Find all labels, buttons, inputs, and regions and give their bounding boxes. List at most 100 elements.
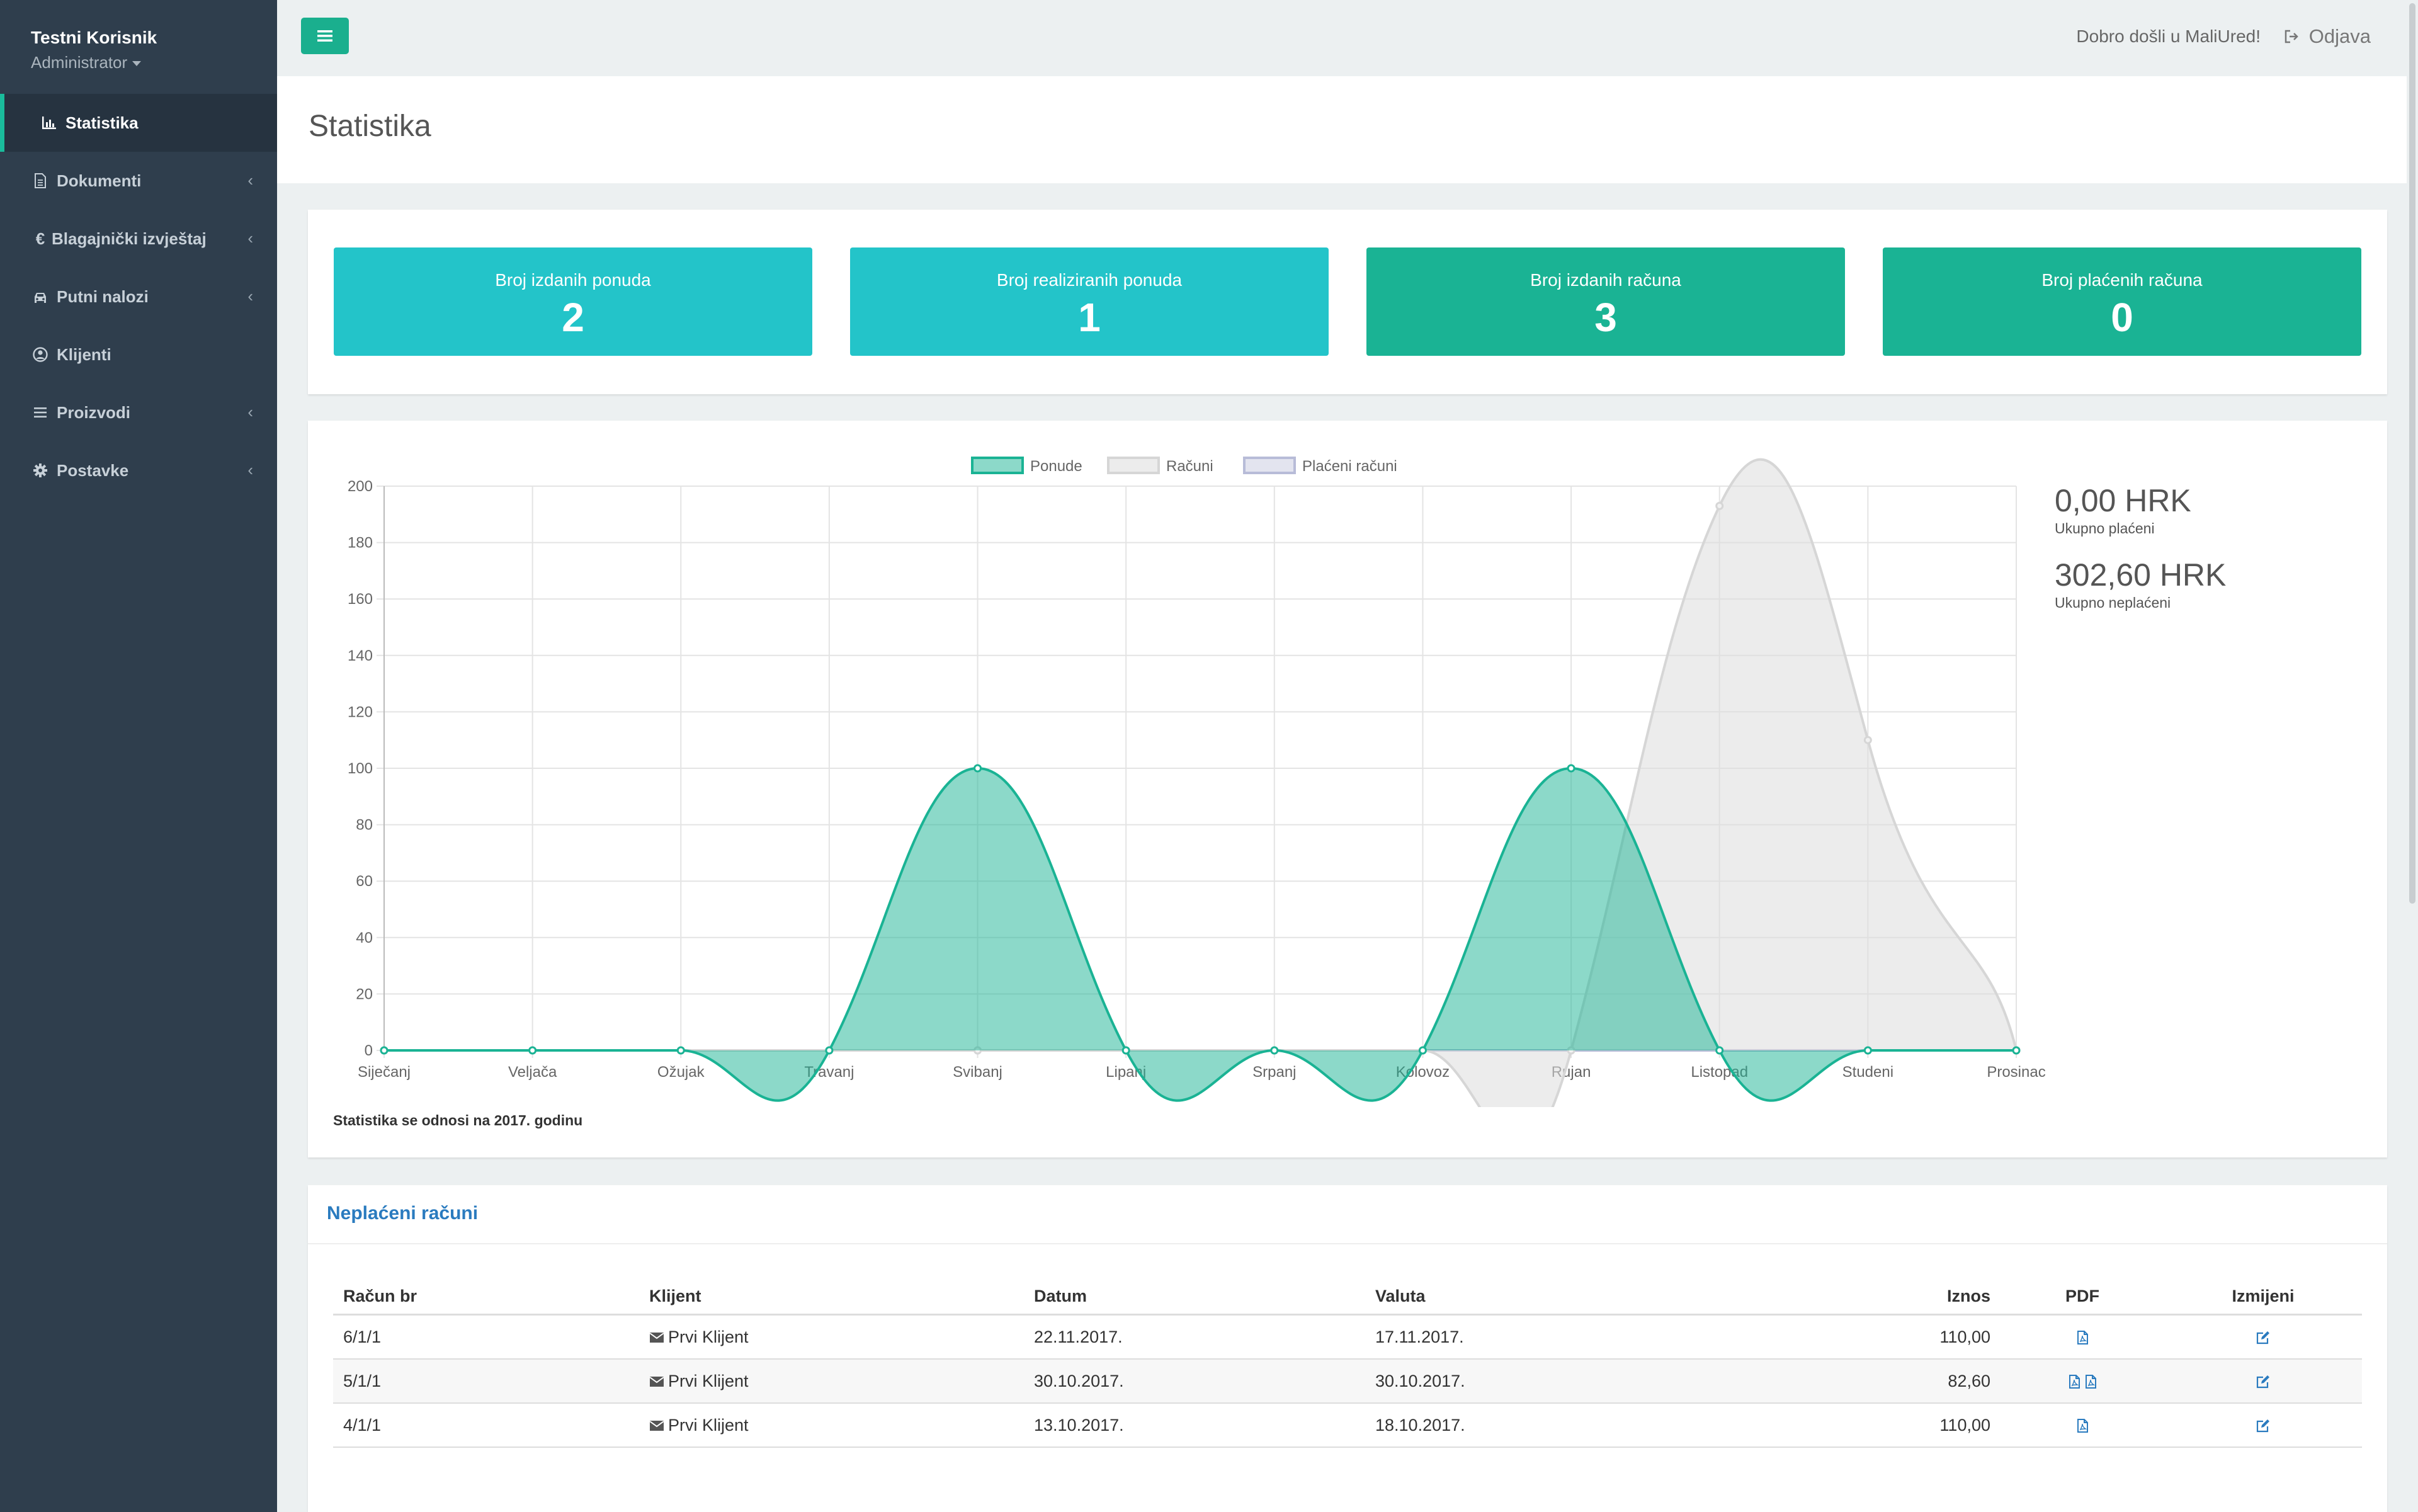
- edit-icon[interactable]: [2255, 1372, 2271, 1390]
- invoice-pdf-cell: [2001, 1359, 2164, 1404]
- sidebar-item-label: Proizvodi: [57, 402, 131, 422]
- sidebar-item-label: Putni nalozi: [57, 287, 149, 306]
- sidebar-item-klijenti[interactable]: Klijenti: [0, 326, 277, 384]
- invoice-amount: 110,00: [1728, 1314, 2001, 1360]
- unpaid-invoices-table: Račun br Klijent Datum Valuta Iznos PDF …: [333, 1278, 2362, 1448]
- x-tick-label: Siječanj: [358, 1064, 411, 1081]
- car-icon: [24, 288, 57, 305]
- user-role-dropdown[interactable]: Administrator: [31, 53, 142, 72]
- x-tick-label: Srpanj: [1252, 1064, 1296, 1081]
- invoice-amount: 82,60: [1728, 1359, 2001, 1404]
- sign-out-icon: [2285, 30, 2298, 43]
- data-point: [2012, 1046, 2021, 1055]
- invoice-pdf-cell: [2001, 1314, 2164, 1360]
- data-point: [1270, 1046, 1279, 1055]
- stats-panel: Broj izdanih ponuda 2 Broj realiziranih …: [308, 210, 2387, 394]
- stat-box-paid-invoices: Broj plaćenih računa 0: [1883, 247, 2361, 356]
- sidebar-item-dokumenti[interactable]: Dokumenti ‹: [0, 152, 277, 210]
- data-point: [1863, 1046, 1872, 1055]
- top-navbar: Dobro došli u MaliUred! Odjava: [277, 0, 2418, 76]
- y-tick-label: 200: [348, 478, 373, 495]
- client-name: Prvi Klijent: [668, 1371, 749, 1390]
- legend-swatch: [971, 457, 1024, 474]
- data-point: [1567, 764, 1575, 773]
- list-icon: [24, 404, 57, 421]
- chevron-left-icon: ‹: [247, 460, 253, 479]
- sidebar-item-blagajnicki-izvjestaj[interactable]: € Blagajnički izvještaj ‹: [0, 210, 277, 268]
- y-tick-label: 0: [365, 1042, 373, 1059]
- sidebar-item-putni-nalozi[interactable]: Putni nalozi ‹: [0, 268, 277, 326]
- y-tick-label: 40: [356, 929, 373, 946]
- legend-label: Plaćeni računi: [1302, 458, 1397, 475]
- pdf-download-icon[interactable]: [2074, 1416, 2091, 1435]
- invoice-client: Prvi Klijent: [639, 1314, 1024, 1360]
- stat-value: 2: [562, 295, 584, 340]
- page-title: Statistika: [309, 110, 431, 143]
- sidebar-item-label: Blagajnički izvještaj: [52, 229, 207, 248]
- welcome-text: Dobro došli u MaliUred!: [2076, 26, 2261, 46]
- chevron-left-icon: ‹: [247, 171, 253, 190]
- y-tick-label: 100: [348, 760, 373, 777]
- y-tick-label: 80: [356, 817, 373, 834]
- sidebar-item-label: Postavke: [57, 460, 129, 480]
- pdf-download-icon[interactable]: [2074, 1327, 2091, 1346]
- y-tick-label: 140: [348, 647, 373, 664]
- x-tick-label: Studeni: [1842, 1064, 1893, 1081]
- y-tick-label: 120: [348, 703, 373, 720]
- hamburger-icon: [317, 30, 332, 42]
- column-header: Valuta: [1365, 1278, 1728, 1316]
- chart-panel: 0 20 40 60 80 100 120 140 160 180 200 Siječanj Velja…: [308, 421, 2387, 1157]
- client-name: Prvi Klijent: [668, 1327, 749, 1346]
- panel-title: Neplaćeni računi: [327, 1203, 479, 1224]
- monthly-chart: 0 20 40 60 80 100 120 140 160 180 200 Siječanj Velja…: [348, 457, 2046, 1107]
- pdf-download-icon[interactable]: [2066, 1372, 2082, 1390]
- stat-box-issued-offers: Broj izdanih ponuda 2: [334, 247, 812, 356]
- stat-label: Broj izdanih računa: [1530, 270, 1681, 290]
- data-point: [1715, 1046, 1724, 1055]
- unpaid-total-amount: 302,60 HRK: [2055, 557, 2227, 593]
- data-point: [676, 1046, 685, 1055]
- chevron-left-icon: ‹: [247, 287, 253, 305]
- stat-box-realized-offers: Broj realiziranih ponuda 1: [850, 247, 1329, 356]
- euro-icon: €: [35, 229, 45, 248]
- unpaid-invoices-panel: Neplaćeni računi Račun br Klijent Datum …: [308, 1185, 2387, 1512]
- pdf-download-icon[interactable]: [2082, 1372, 2099, 1390]
- column-header: Datum: [1024, 1278, 1365, 1316]
- data-point: [1418, 1046, 1427, 1055]
- invoice-edit-cell: [2164, 1314, 2362, 1360]
- user-circle-icon: [24, 346, 57, 363]
- sidebar-item-statistika[interactable]: Statistika: [0, 94, 277, 152]
- column-header: Iznos: [1728, 1278, 2001, 1316]
- sidebar-item-proizvodi[interactable]: Proizvodi ‹: [0, 384, 277, 441]
- edit-icon[interactable]: [2255, 1416, 2271, 1435]
- invoice-due-date: 17.11.2017.: [1365, 1314, 1728, 1360]
- bar-chart-icon: [33, 115, 65, 131]
- user-panel: Testni Korisnik Administrator: [0, 0, 277, 91]
- invoice-due-date: 18.10.2017.: [1365, 1403, 1728, 1448]
- table-row: 4/1/1 Prvi Klijent 13.10.2017. 18.10.2017. 1…: [333, 1403, 2362, 1448]
- table-row: 6/1/1 Prvi Klijent 22.11.2017. 17.11.2017. 1…: [333, 1314, 2362, 1360]
- scrollbar-thumb[interactable]: [2409, 3, 2415, 904]
- column-header: PDF: [2001, 1278, 2164, 1316]
- envelope-icon: [649, 1372, 668, 1390]
- column-header: Izmijeni: [2164, 1278, 2362, 1316]
- envelope-icon: [649, 1327, 668, 1346]
- invoice-pdf-cell: [2001, 1403, 2164, 1448]
- edit-icon[interactable]: [2255, 1327, 2271, 1346]
- page-header: Statistika: [277, 76, 2407, 183]
- stat-value: 0: [2111, 295, 2133, 340]
- envelope-icon: [649, 1416, 668, 1435]
- stat-value: 1: [1078, 295, 1101, 340]
- menu-toggle-button[interactable]: [301, 18, 349, 54]
- stat-label: Broj izdanih ponuda: [495, 270, 651, 290]
- legend-swatch: [1107, 457, 1160, 474]
- logout-label: Odjava: [2308, 25, 2371, 47]
- sidebar-item-postavke[interactable]: Postavke ‹: [0, 441, 277, 499]
- table-header-row: Račun br Klijent Datum Valuta Iznos PDF …: [333, 1278, 2362, 1316]
- scrollbar[interactable]: [2407, 0, 2418, 1512]
- unpaid-total-label: Ukupno neplaćeni: [2055, 594, 2171, 611]
- invoice-date: 22.11.2017.: [1024, 1314, 1365, 1360]
- stat-label: Broj realiziranih ponuda: [996, 270, 1183, 290]
- column-header: Račun br: [333, 1278, 639, 1316]
- logout-button[interactable]: Odjava: [2284, 25, 2371, 48]
